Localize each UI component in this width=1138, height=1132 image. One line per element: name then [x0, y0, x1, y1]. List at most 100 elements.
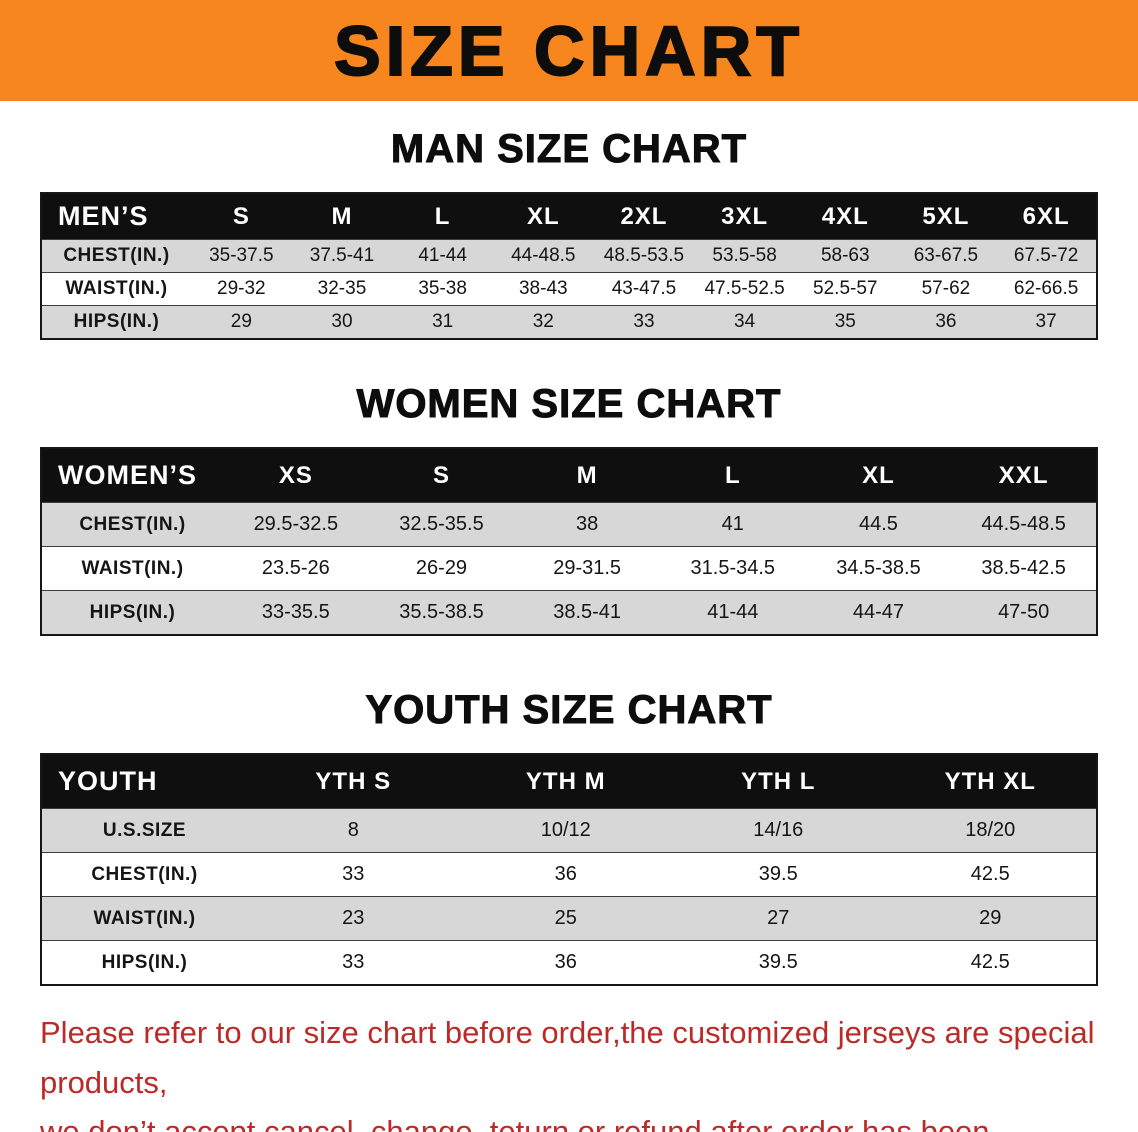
size-column-header: 4XL [821, 202, 869, 230]
measurement-value: 33 [247, 852, 460, 897]
measurement-value: 32-35 [291, 272, 393, 306]
measurement-value: 53.5-58 [694, 239, 795, 273]
measurement-value: 35-37.5 [191, 239, 292, 273]
measurement-label: U.S.SIZE [41, 808, 247, 853]
men-size-table: MEN’S S M L XL 2XL 3XL 4XL 5XL 6XL CHEST(IN.) 35-37… [40, 192, 1098, 340]
measurement-label: WAIST(IN.) [41, 546, 223, 591]
measurement-value: 41 [659, 502, 806, 547]
measurement-value: 35.5-38.5 [368, 590, 515, 635]
table-title-cell: MEN’S [58, 201, 149, 231]
measurement-value: 47.5-52.5 [694, 272, 795, 306]
table-header-row: WOMEN’S XS S M L XL XXL [41, 448, 1097, 503]
measurement-row: WAIST(IN.) 23 25 27 29 [41, 896, 1097, 941]
measurement-value: 62-66.5 [996, 272, 1097, 306]
measurement-value: 58-63 [794, 239, 896, 273]
measurement-value: 33-35.5 [223, 590, 369, 635]
measurement-value: 36 [895, 305, 997, 339]
measurement-value: 29-32 [191, 272, 292, 306]
size-column-header: XL [526, 202, 560, 230]
measurement-value: 10/12 [459, 808, 672, 853]
size-column-header: M [576, 461, 598, 489]
measurement-value: 8 [247, 808, 460, 853]
measurement-value: 32.5-35.5 [368, 502, 515, 547]
measurement-value: 37.5-41 [291, 239, 393, 273]
measurement-label: CHEST(IN.) [41, 852, 247, 897]
measurement-value: 52.5-57 [794, 272, 896, 306]
measurement-row: CHEST(IN.) 29.5-32.5 32.5-35.5 38 41 44.5 44.5… [41, 502, 1097, 547]
measurement-value: 39.5 [672, 940, 885, 985]
measurement-value: 41-44 [392, 239, 493, 273]
measurement-value: 47-50 [951, 590, 1097, 635]
size-column-header: L [434, 202, 451, 230]
measurement-value: 34 [694, 305, 795, 339]
size-chart-banner: SIZE CHART [0, 0, 1138, 101]
women-size-table: WOMEN’S XS S M L XL XXL CHEST(IN.) 29.5-32.5 32.5… [40, 447, 1098, 636]
measurement-value: 26-29 [368, 546, 515, 591]
measurement-value: 29.5-32.5 [223, 502, 369, 547]
measurement-value: 38 [514, 502, 660, 547]
measurement-label: CHEST(IN.) [41, 502, 223, 547]
measurement-value: 38.5-41 [514, 590, 660, 635]
table-title-cell: WOMEN’S [58, 460, 197, 490]
measurement-value: 67.5-72 [996, 239, 1097, 273]
measurement-value: 27 [672, 896, 885, 941]
measurement-row: HIPS(IN.) 33 36 39.5 42.5 [41, 940, 1097, 985]
table-header-row: YOUTH YTH S YTH M YTH L YTH XL [41, 754, 1097, 809]
measurement-value: 23 [247, 896, 460, 941]
measurement-value: 29 [191, 305, 292, 339]
measurement-label: HIPS(IN.) [41, 590, 223, 635]
disclaimer-line-2: we don’t accept cancel, change, teturn o… [40, 1114, 990, 1132]
size-column-header: YTH XL [944, 767, 1036, 795]
measurement-value: 35 [794, 305, 896, 339]
size-column-header: S [432, 461, 450, 489]
measurement-row: CHEST(IN.) 33 36 39.5 42.5 [41, 852, 1097, 897]
measurement-label: WAIST(IN.) [41, 272, 191, 306]
women-section-heading: WOMEN SIZE CHART [356, 382, 782, 427]
measurement-row: HIPS(IN.) 29 30 31 32 33 34 35 36 37 [41, 305, 1097, 339]
size-column-header: 5XL [922, 202, 970, 230]
measurement-value: 42.5 [884, 852, 1097, 897]
measurement-value: 36 [459, 852, 672, 897]
measurement-value: 31.5-34.5 [659, 546, 806, 591]
measurement-value: 41-44 [659, 590, 806, 635]
measurement-value: 23.5-26 [223, 546, 369, 591]
measurement-row: U.S.SIZE 8 10/12 14/16 18/20 [41, 808, 1097, 853]
size-column-header: M [331, 202, 353, 230]
table-header-row: MEN’S S M L XL 2XL 3XL 4XL 5XL 6XL [41, 193, 1097, 240]
size-column-header: YTH M [525, 767, 606, 795]
measurement-value: 34.5-38.5 [805, 546, 952, 591]
measurement-value: 42.5 [884, 940, 1097, 985]
men-size-section: MAN SIZE CHART MEN’S S M L XL 2XL 3XL 4XL 5XL 6XL… [0, 127, 1138, 340]
measurement-row: CHEST(IN.) 35-37.5 37.5-41 41-44 44-48.5 48.5… [41, 239, 1097, 273]
measurement-value: 38-43 [492, 272, 594, 306]
measurement-label: WAIST(IN.) [41, 896, 247, 941]
measurement-value: 48.5-53.5 [593, 239, 695, 273]
measurement-value: 44.5-48.5 [951, 502, 1097, 547]
measurement-value: 32 [492, 305, 594, 339]
measurement-value: 33 [593, 305, 695, 339]
measurement-value: 35-38 [392, 272, 493, 306]
measurement-value: 25 [459, 896, 672, 941]
measurement-row: HIPS(IN.) 33-35.5 35.5-38.5 38.5-41 41-44 44-… [41, 590, 1097, 635]
youth-size-table: YOUTH YTH S YTH M YTH L YTH XL U.S.SIZE 8 10/12… [40, 753, 1098, 986]
measurement-value: 57-62 [895, 272, 997, 306]
measurement-label: HIPS(IN.) [41, 940, 247, 985]
measurement-value: 44-48.5 [492, 239, 594, 273]
size-column-header: XL [862, 461, 895, 489]
size-column-header: 3XL [721, 202, 769, 230]
measurement-value: 39.5 [672, 852, 885, 897]
measurement-label: HIPS(IN.) [41, 305, 191, 339]
measurement-value: 63-67.5 [895, 239, 997, 273]
order-disclaimer: Please refer to our size chart before or… [40, 1008, 1098, 1132]
measurement-value: 44-47 [805, 590, 952, 635]
measurement-value: 44.5 [805, 502, 952, 547]
youth-size-section: YOUTH SIZE CHART YOUTH YTH S YTH M YTH L YTH… [0, 688, 1138, 986]
size-column-header: XS [278, 461, 313, 489]
measurement-value: 18/20 [884, 808, 1097, 853]
measurement-value: 38.5-42.5 [951, 546, 1097, 591]
measurement-value: 37 [996, 305, 1097, 339]
size-column-header: 2XL [620, 202, 668, 230]
disclaimer-line-1: Please refer to our size chart before or… [40, 1015, 1095, 1100]
size-column-header: XXL [998, 461, 1049, 489]
measurement-label: CHEST(IN.) [41, 239, 191, 273]
